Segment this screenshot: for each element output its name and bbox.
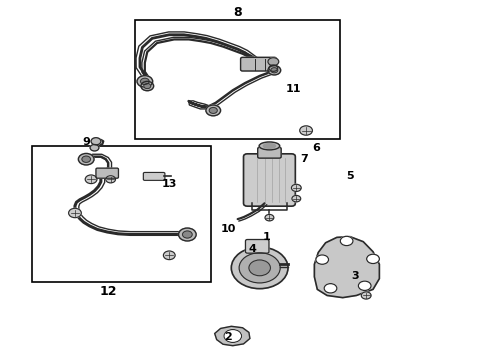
Circle shape xyxy=(85,175,97,184)
FancyBboxPatch shape xyxy=(241,57,276,71)
Text: 12: 12 xyxy=(99,285,117,298)
Polygon shape xyxy=(215,326,250,346)
Circle shape xyxy=(209,108,217,113)
Circle shape xyxy=(144,84,151,89)
Text: 4: 4 xyxy=(248,244,256,254)
FancyBboxPatch shape xyxy=(144,172,165,180)
Ellipse shape xyxy=(259,142,280,150)
Circle shape xyxy=(69,208,81,218)
Text: 7: 7 xyxy=(300,154,308,164)
Circle shape xyxy=(239,253,280,283)
Circle shape xyxy=(90,144,99,151)
Circle shape xyxy=(206,105,220,116)
Text: 13: 13 xyxy=(162,179,177,189)
Circle shape xyxy=(182,231,192,238)
Circle shape xyxy=(91,138,101,145)
Circle shape xyxy=(324,284,337,293)
Text: 9: 9 xyxy=(82,137,90,147)
Text: 3: 3 xyxy=(351,271,359,281)
Text: 11: 11 xyxy=(286,84,302,94)
Text: 2: 2 xyxy=(224,332,232,342)
Bar xyxy=(135,21,340,139)
Circle shape xyxy=(316,255,329,264)
Circle shape xyxy=(292,184,301,192)
Circle shape xyxy=(340,236,353,246)
Circle shape xyxy=(271,68,278,73)
Polygon shape xyxy=(315,237,379,298)
Circle shape xyxy=(265,215,274,221)
Text: 8: 8 xyxy=(233,6,242,19)
Circle shape xyxy=(268,58,279,66)
Circle shape xyxy=(78,153,94,165)
Circle shape xyxy=(367,254,379,264)
Ellipse shape xyxy=(263,144,275,148)
Circle shape xyxy=(269,65,278,71)
Text: 10: 10 xyxy=(220,225,236,234)
Circle shape xyxy=(178,228,196,241)
FancyBboxPatch shape xyxy=(258,147,281,158)
FancyBboxPatch shape xyxy=(244,154,295,206)
Circle shape xyxy=(163,251,175,260)
Bar xyxy=(32,146,211,282)
Circle shape xyxy=(292,195,301,202)
Circle shape xyxy=(358,281,371,291)
Circle shape xyxy=(361,292,371,299)
Circle shape xyxy=(137,76,153,87)
Circle shape xyxy=(141,81,154,91)
Circle shape xyxy=(141,78,149,85)
Circle shape xyxy=(231,247,288,289)
FancyBboxPatch shape xyxy=(245,239,269,253)
Circle shape xyxy=(224,329,242,342)
Text: 6: 6 xyxy=(312,143,320,153)
Circle shape xyxy=(82,156,91,162)
Text: 5: 5 xyxy=(346,171,354,181)
Circle shape xyxy=(249,260,270,276)
FancyBboxPatch shape xyxy=(96,168,119,178)
Circle shape xyxy=(300,126,313,135)
Text: 1: 1 xyxy=(263,232,271,242)
Circle shape xyxy=(106,176,116,183)
Circle shape xyxy=(268,66,281,75)
